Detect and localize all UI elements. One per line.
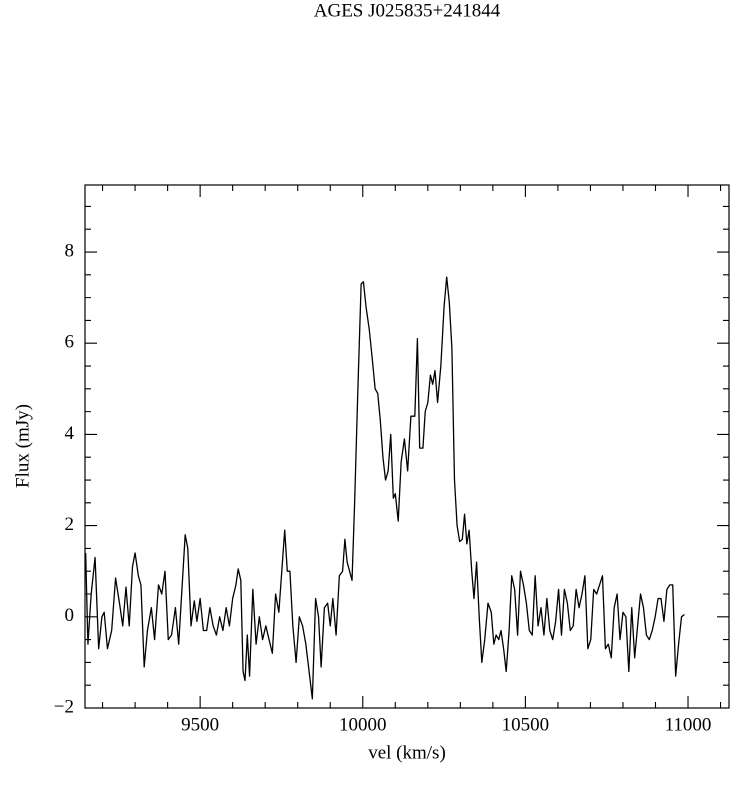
x-tick-label: 9500 bbox=[181, 714, 219, 735]
x-tick-label: 11000 bbox=[665, 714, 712, 735]
y-axis-label: Flux (mJy) bbox=[12, 404, 33, 488]
y-tick-label: 2 bbox=[65, 514, 75, 535]
y-tick-label: 8 bbox=[65, 240, 75, 261]
y-tick-label: −2 bbox=[54, 696, 74, 717]
x-tick-label: 10000 bbox=[339, 714, 387, 735]
y-tick-label: 0 bbox=[65, 605, 75, 626]
y-tick-label: 4 bbox=[65, 423, 75, 444]
plot-frame bbox=[84, 184, 730, 709]
x-axis-label: vel (km/s) bbox=[368, 742, 446, 763]
y-tick-label: 6 bbox=[65, 332, 75, 353]
x-tick-label: 10500 bbox=[502, 714, 550, 735]
spectrum-line bbox=[85, 276, 685, 700]
chart-title: AGES J025835+241844 bbox=[314, 0, 501, 21]
